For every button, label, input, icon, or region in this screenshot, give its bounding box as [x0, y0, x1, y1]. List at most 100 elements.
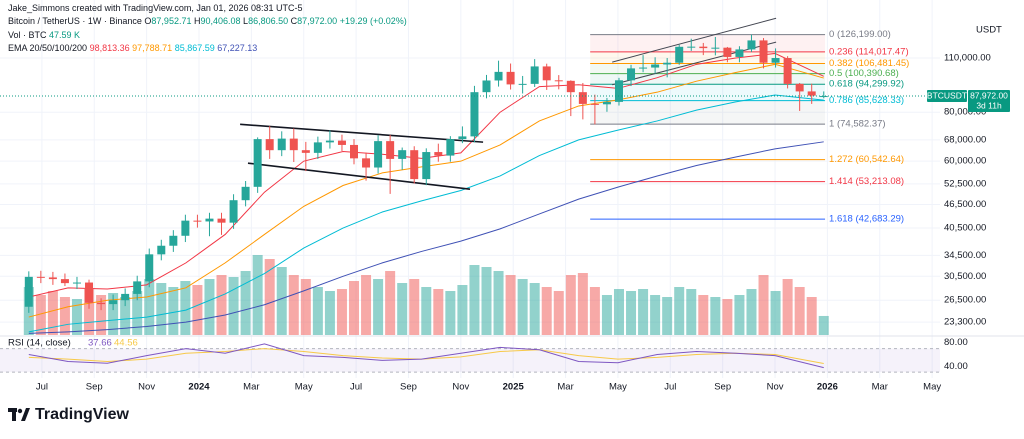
attribution: Jake_Simmons created with TradingView.co…: [8, 3, 303, 13]
y-tick-label: 34,500.00: [944, 250, 986, 261]
candle-body: [675, 46, 684, 63]
volume-bar: [336, 289, 347, 335]
ohlc-value: 87,972.00: [297, 16, 338, 27]
volume-row: Vol · BTC 47.59 K: [8, 29, 407, 42]
volume-bar: [216, 275, 227, 335]
y-tick-label: 80,000.00: [944, 107, 986, 118]
x-tick-label: Nov: [767, 382, 784, 393]
candle-body: [217, 218, 226, 223]
candle-body: [723, 47, 732, 57]
x-tick-label: Jul: [350, 382, 362, 393]
y-tick-label: 68,000.00: [944, 134, 986, 145]
ema-line: [28, 52, 824, 298]
candle-body: [819, 96, 828, 98]
candle-body: [169, 235, 178, 246]
volume-bar: [529, 283, 540, 335]
volume-bar: [349, 281, 360, 335]
candle-body: [518, 83, 527, 85]
x-tick-label: Mar: [243, 382, 259, 393]
volume-bar: [445, 291, 456, 335]
candle-body: [410, 150, 419, 180]
volume-bar: [59, 297, 70, 335]
y-tick-label: 60,000.00: [944, 156, 986, 167]
y-tick-label: 26,500.00: [944, 295, 986, 306]
symbol-row: Bitcoin / TetherUS · 1W · Binance O87,95…: [8, 15, 407, 28]
y-tick-label: 110,000.00: [944, 53, 991, 64]
candle-body: [602, 101, 611, 105]
candle-body: [193, 220, 202, 222]
ema-value: 98,813.36: [89, 43, 130, 54]
volume-bar: [710, 297, 721, 335]
legend-header: Jake_Simmons created with TradingView.co…: [8, 2, 407, 56]
candle-body: [362, 158, 371, 168]
ema-value: 67,227.13: [217, 43, 258, 54]
candle-body: [253, 139, 262, 187]
volume-bar: [108, 293, 119, 335]
candle-body: [265, 139, 274, 151]
brand-logo: [8, 408, 30, 421]
fib-zone: [590, 100, 826, 125]
candle-body: [651, 64, 660, 68]
fib-label: 1.272 (60,542.64): [829, 154, 904, 165]
volume-bar: [433, 289, 444, 335]
volume-bar: [674, 287, 685, 335]
x-tick-label: 2025: [503, 382, 525, 393]
volume-bar: [264, 259, 275, 335]
y-tick-label: 46,500.00: [944, 199, 986, 210]
ohlc-value: 90,406.08: [200, 16, 241, 27]
candle-body: [229, 200, 238, 223]
ohlc-value: 86,806.50: [248, 16, 289, 27]
brand: TradingView: [8, 406, 129, 424]
volume-bar: [120, 297, 131, 335]
candle-body: [145, 254, 154, 282]
volume-bar: [770, 291, 781, 335]
volume-bar: [782, 279, 793, 335]
price-tag: [968, 90, 1010, 113]
ema-line: [28, 141, 824, 334]
volume-bar: [192, 285, 203, 335]
fib-label: 0.236 (114,017.47): [829, 46, 909, 57]
candle-body: [627, 68, 636, 81]
candle-body: [181, 220, 190, 236]
volume-bar: [84, 289, 95, 335]
candle-body: [795, 83, 804, 92]
candle-body: [614, 80, 623, 102]
candle-body: [205, 218, 214, 222]
candle-body: [48, 277, 57, 280]
symbol-tag-text: BTCUSDT: [927, 90, 967, 100]
candle-body: [506, 71, 515, 85]
volume-bar: [132, 291, 143, 335]
x-tick-label: May: [923, 382, 941, 393]
candle-body: [458, 136, 467, 140]
candle-body: [36, 276, 45, 278]
y-tick-label: 23,300.00: [944, 317, 986, 328]
ohlc-key: L: [243, 16, 249, 27]
volume-bar: [35, 295, 46, 335]
rsi-value: 37.66: [88, 338, 112, 349]
candle-body: [72, 282, 81, 284]
x-tick-label: Sep: [86, 382, 103, 393]
candle-body: [566, 80, 575, 93]
volume-bar: [180, 281, 191, 335]
volume-bar: [517, 279, 528, 335]
volume-bar: [505, 275, 516, 335]
volume-bar: [156, 283, 167, 335]
volume-bar: [204, 279, 215, 335]
candle-body: [434, 152, 443, 156]
candle-body: [639, 67, 648, 69]
volume-bar: [577, 273, 588, 335]
fib-label: 0.786 (85,628.33): [829, 95, 904, 106]
volume-bar: [722, 299, 733, 335]
ema-value: 97,788.71: [132, 43, 173, 54]
volume-bar: [276, 267, 287, 335]
volume-bar: [626, 291, 637, 335]
candle-body: [386, 141, 395, 159]
volume-bar: [469, 265, 480, 335]
ema-label: EMA 20/50/100/200: [8, 43, 88, 54]
change: +19.29 (+0.02%): [339, 16, 407, 27]
candle-body: [97, 302, 106, 305]
volume-bar: [758, 275, 769, 335]
volume-bar: [47, 291, 58, 335]
